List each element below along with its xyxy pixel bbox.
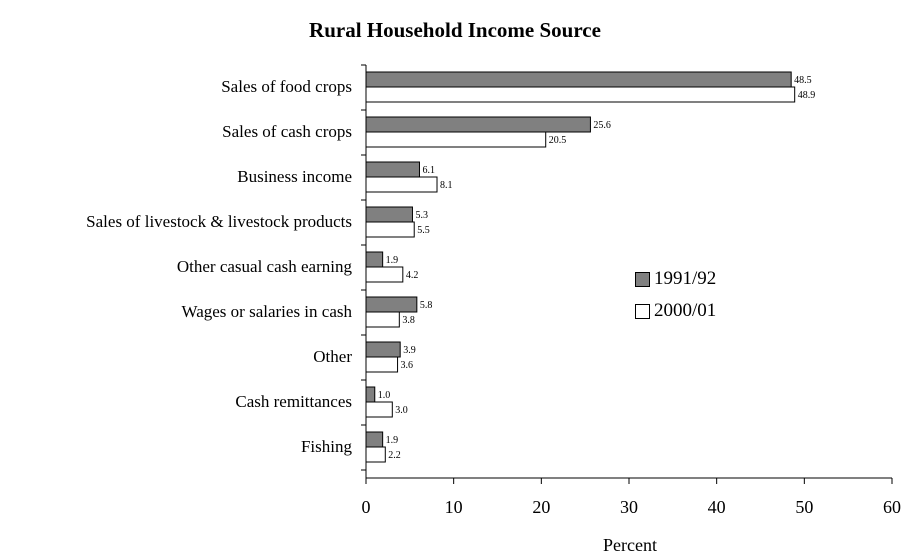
- bar-2-1: [365, 86, 796, 103]
- category-label-3: Business income: [237, 166, 352, 186]
- legend-item-series-1: 1991/92: [635, 268, 716, 290]
- bar-2-9: [365, 446, 386, 463]
- legend-swatch-series-1: [635, 271, 650, 287]
- data-label-1-3: 6.1: [422, 165, 435, 176]
- bar-1-4: [365, 206, 413, 223]
- data-label-1-8: 1.0: [378, 390, 391, 401]
- data-label-1-9: 1.9: [386, 435, 399, 446]
- bar-1-5: [365, 251, 384, 268]
- category-label-4: Sales of livestock & livestock products: [86, 211, 352, 231]
- bar-1-3: [365, 161, 420, 178]
- x-axis-title: Percent: [603, 535, 657, 555]
- data-label-2-1: 48.9: [798, 90, 816, 101]
- data-label-2-2: 20.5: [549, 135, 567, 146]
- bar-1-8: [365, 386, 376, 403]
- data-label-2-7: 3.6: [401, 360, 414, 371]
- category-label-8: Cash remittances: [235, 391, 352, 411]
- category-label-6: Wages or salaries in cash: [181, 301, 352, 321]
- data-label-2-9: 2.2: [388, 450, 401, 461]
- x-tick-label-6: 60: [883, 497, 901, 517]
- data-label-2-6: 3.8: [402, 315, 415, 326]
- bar-2-4: [365, 221, 415, 238]
- bar-2-3: [365, 176, 438, 193]
- chart-title: Rural Household Income Source: [309, 18, 601, 42]
- data-label-1-6: 5.8: [420, 300, 433, 311]
- legend-label-series-2: 2000/01: [654, 300, 717, 321]
- data-label-1-4: 5.3: [415, 210, 428, 221]
- category-label-1: Sales of food crops: [221, 76, 352, 96]
- x-tick-label-1: 10: [444, 497, 463, 517]
- data-label-2-4: 5.5: [417, 225, 430, 236]
- legend-label-series-1: 1991/92: [654, 268, 717, 289]
- category-label-5: Other casual cash earning: [176, 256, 352, 276]
- data-label-1-2: 25.6: [593, 120, 611, 131]
- x-tick-label-0: 0: [361, 497, 371, 517]
- bar-2-5: [365, 266, 404, 283]
- x-tick-label-4: 40: [707, 497, 726, 517]
- x-tick-label-5: 50: [795, 497, 814, 517]
- legend-swatch-series-2: [635, 303, 650, 319]
- data-label-2-3: 8.1: [440, 180, 453, 191]
- legend-item-series-2: 2000/01: [635, 300, 716, 322]
- x-tick-label-3: 30: [620, 497, 638, 517]
- bar-2-8: [365, 401, 393, 418]
- data-label-1-7: 3.9: [403, 345, 416, 356]
- bar-1-2: [365, 116, 591, 133]
- category-label-2: Sales of cash crops: [222, 121, 352, 141]
- data-label-2-5: 4.2: [406, 270, 419, 281]
- data-label-2-8: 3.0: [395, 405, 408, 416]
- data-label-1-5: 1.9: [386, 255, 399, 266]
- category-label-9: Fishing: [300, 436, 352, 456]
- bar-1-9: [365, 431, 384, 448]
- bar-1-7: [365, 341, 401, 358]
- bar-2-7: [365, 356, 399, 373]
- x-tick-label-2: 20: [532, 497, 551, 517]
- data-label-1-1: 48.5: [794, 75, 812, 86]
- bar-1-1: [365, 71, 792, 88]
- bar-1-6: [365, 296, 418, 313]
- bar-2-2: [365, 131, 547, 148]
- category-label-7: Other: [313, 346, 352, 366]
- bar-2-6: [365, 311, 400, 328]
